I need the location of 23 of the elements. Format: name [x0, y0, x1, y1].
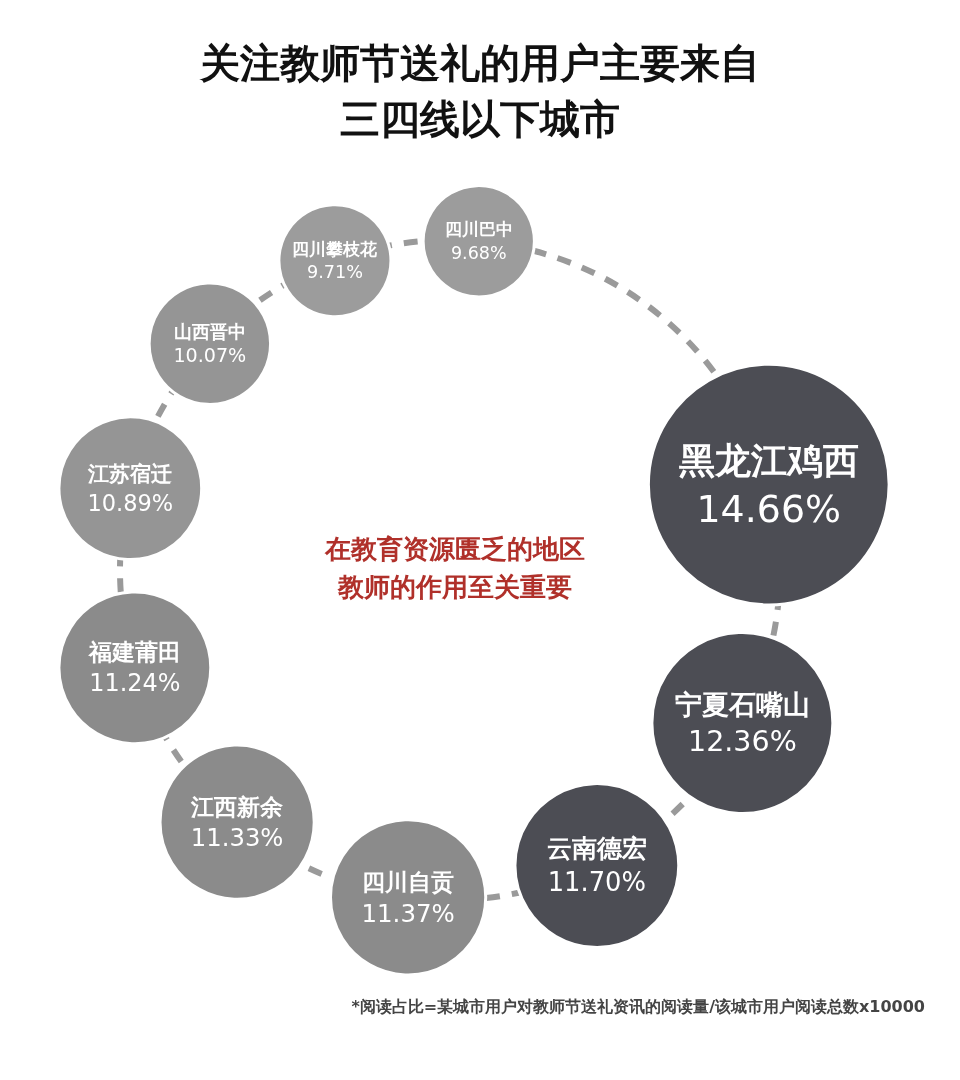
data-label: 11.33% [190, 823, 284, 853]
data-label: 11.70% [547, 867, 646, 898]
category-label: 江苏宿迁 [87, 461, 173, 487]
data-label: 11.24% [89, 669, 181, 698]
category-label: 四川巴中 [444, 220, 513, 240]
category-label: 江西新余 [190, 793, 285, 820]
category-label: 四川自贡 [362, 868, 455, 896]
category-label: 云南德宏 [546, 834, 647, 864]
data-label: 9.71% [306, 262, 363, 283]
category-label: 黑龙江鸡西 [678, 438, 859, 482]
data-label: 14.66% [696, 486, 842, 531]
category-label: 山西晋中 [173, 320, 246, 342]
text: *阅读占比=某城市用户对教师节送礼资讯的阅读量/该城市用户阅读总数x10000 [351, 996, 926, 1016]
data-label: 9.68% [450, 242, 507, 263]
text: 关注教师节送礼的用户主要来自三四线以下城市 [199, 40, 760, 142]
data-label: 10.89% [87, 489, 174, 516]
category-label: 四川攀枝花 [292, 239, 379, 260]
category-label: 福建莆田 [87, 639, 181, 666]
category-label: 宁夏石嘴山 [674, 689, 810, 721]
data-label: 11.37% [361, 898, 455, 928]
data-label: 10.07% [173, 344, 247, 368]
text: 在教育资源匮乏的地区教师的作用至关重要 [324, 534, 585, 602]
data-label: 12.36% [688, 724, 797, 758]
